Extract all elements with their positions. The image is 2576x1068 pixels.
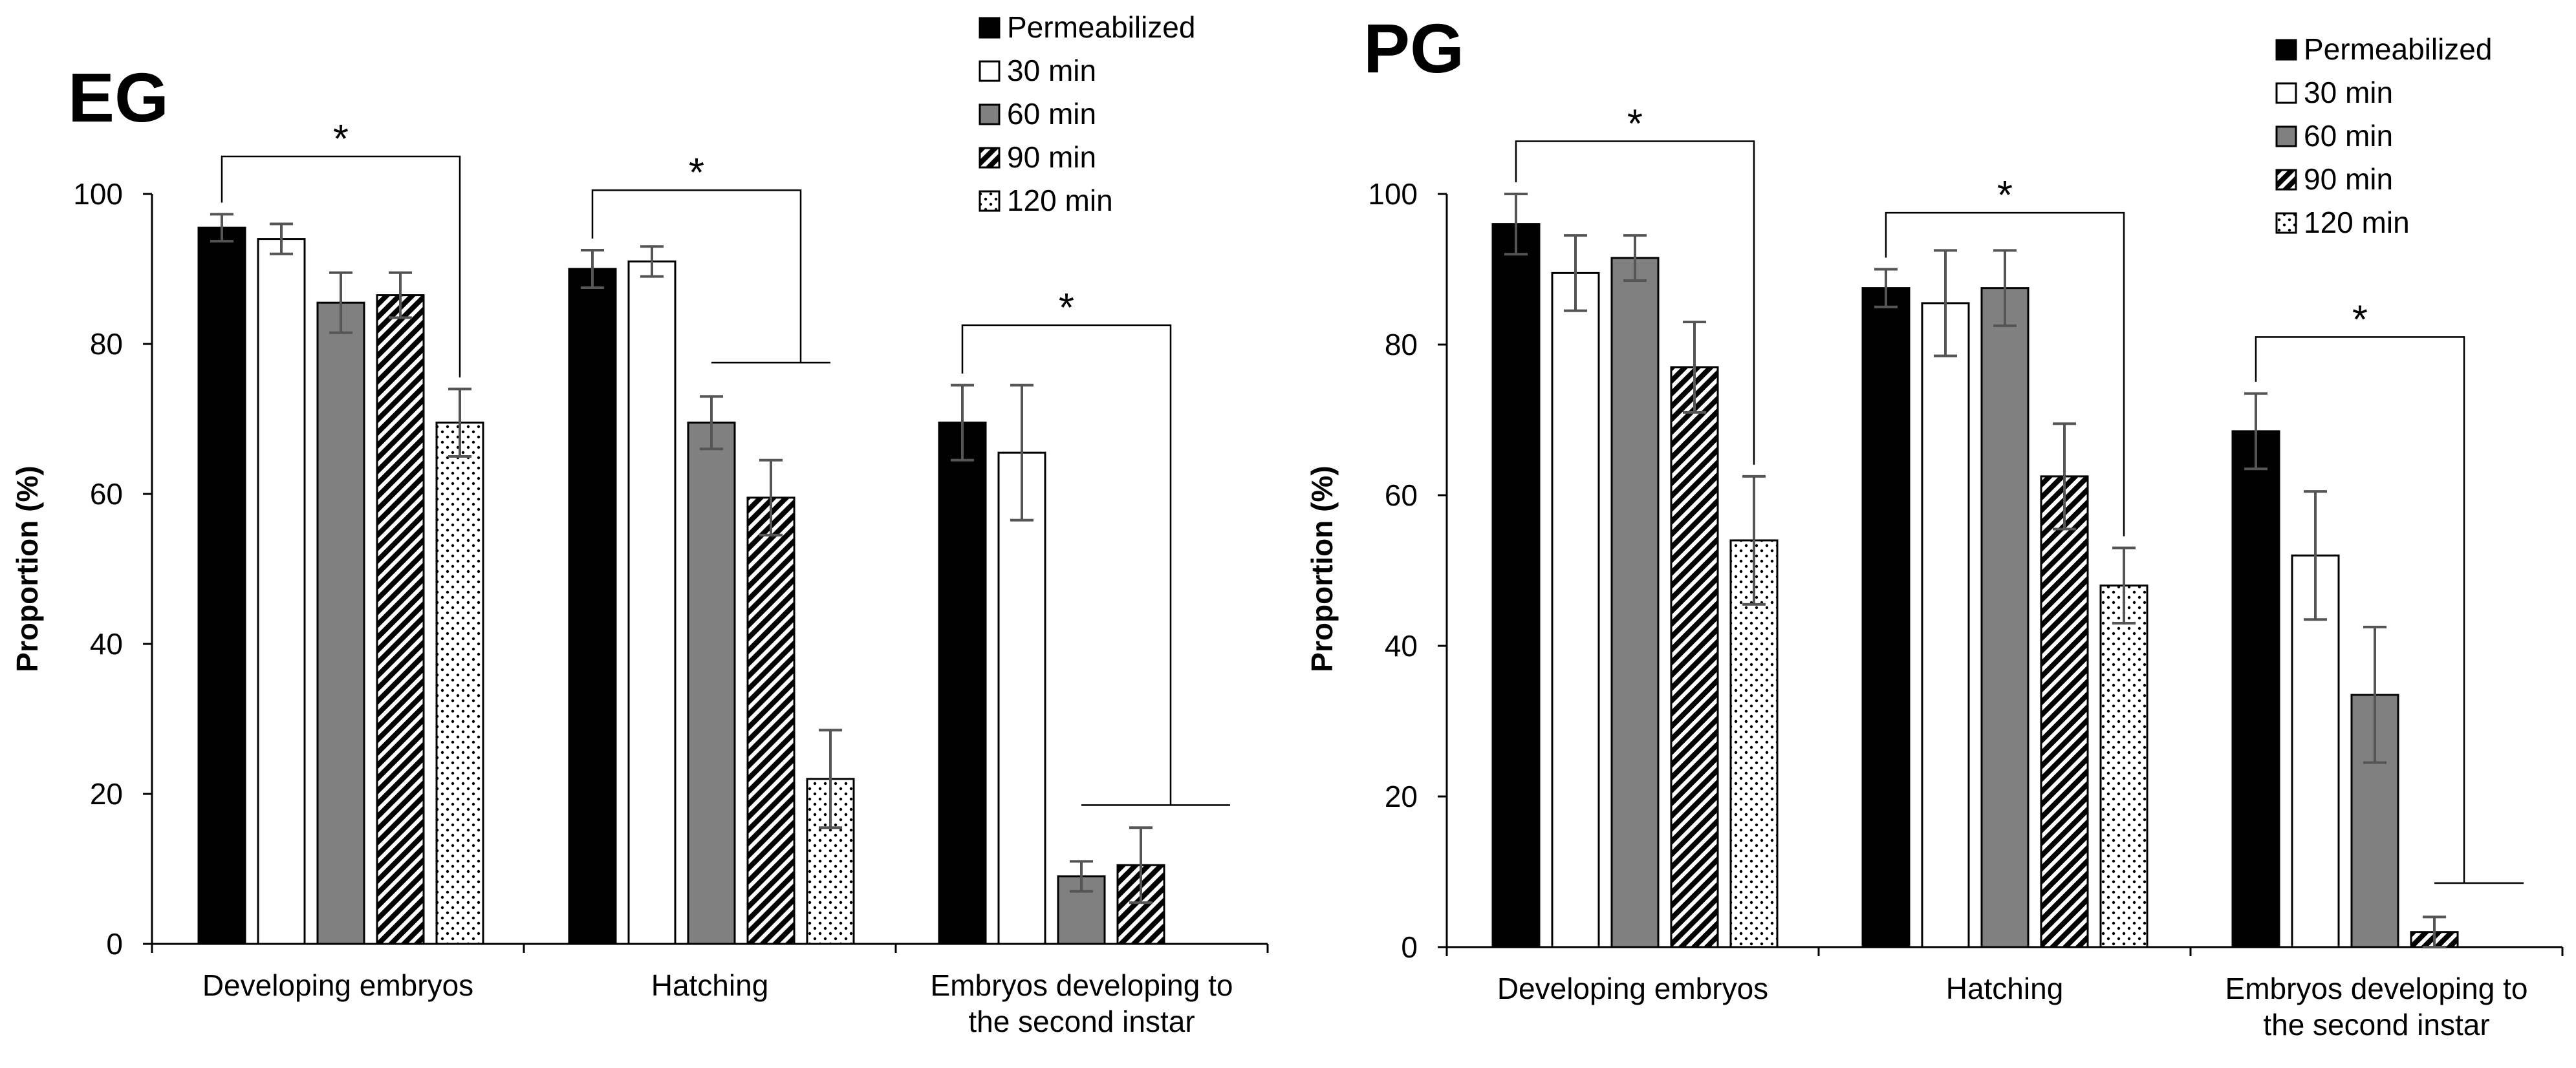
bar — [435, 422, 484, 945]
y-tick-label: 20 — [1385, 780, 1418, 813]
legend-swatch — [979, 60, 1001, 82]
legend-label: 30 min — [1007, 54, 1096, 87]
significance-bracket — [1515, 140, 1755, 465]
bar — [997, 451, 1046, 945]
bar — [627, 260, 676, 945]
bar — [746, 497, 796, 945]
y-tick-label: 20 — [90, 777, 123, 811]
bar — [1610, 257, 1660, 948]
x-tick-label: the second instar — [968, 1005, 1195, 1038]
significance-bracket — [961, 324, 1172, 806]
y-tick-label: 60 — [1385, 478, 1418, 512]
legend-label: 120 min — [2304, 206, 2410, 239]
legend-swatch — [2275, 82, 2297, 104]
legend-swatch — [2275, 39, 2297, 61]
legend-label: 60 min — [2304, 119, 2393, 153]
legend-label: 120 min — [1007, 184, 1113, 217]
bar — [2040, 475, 2089, 948]
bar — [376, 294, 425, 945]
legend-swatch — [979, 190, 1001, 212]
significance-marker: * — [333, 117, 349, 162]
y-tick-label: 100 — [1368, 177, 1418, 211]
chart-panel-eg: EG 0 20 40 60 80 100 Proportion (%) Developing e… — [10, 10, 1269, 1038]
legend-swatch — [979, 103, 1001, 125]
legend-swatch — [979, 17, 1001, 39]
bar — [1921, 302, 1970, 948]
y-tick-label: 40 — [90, 627, 123, 661]
bar — [1861, 287, 1910, 948]
chart-panel-pg: PG 0 20 40 60 80 100 Proportion (%) Developing e… — [1305, 9, 2564, 1041]
x-tick-label: Hatching — [1946, 972, 2064, 1005]
legend-swatch — [2275, 125, 2297, 147]
bar — [1729, 539, 1779, 948]
legend-swatch — [2275, 212, 2297, 234]
bar — [1551, 272, 1600, 948]
bar — [2099, 584, 2148, 948]
legend-label: 60 min — [1007, 97, 1096, 131]
legend-label: Permeabilized — [1007, 10, 1195, 44]
y-tick-label: 0 — [1401, 930, 1418, 964]
legend-label: 30 min — [2304, 76, 2393, 109]
y-tick-label: 60 — [90, 477, 123, 511]
significance-marker: * — [689, 151, 704, 195]
significance-marker: * — [1059, 286, 1074, 330]
x-tick-label: Developing embryos — [202, 968, 473, 1002]
significance-bracket — [591, 189, 802, 363]
y-axis-label: Proportion (%) — [10, 465, 44, 672]
y-tick-label: 80 — [1385, 328, 1418, 361]
x-tick-label: the second instar — [2263, 1008, 2489, 1041]
bar — [316, 301, 365, 945]
y-tick-label: 100 — [73, 177, 123, 211]
legend-swatch — [2275, 169, 2297, 191]
bar — [197, 226, 246, 945]
bar — [568, 268, 617, 945]
panel-label: EG — [68, 58, 169, 136]
x-tick-label: Hatching — [651, 968, 769, 1002]
significance-marker: * — [2352, 297, 2368, 342]
legend-label: 90 min — [1007, 140, 1096, 174]
bar — [1670, 366, 1719, 948]
x-tick-label: Embryos developing to — [931, 968, 1233, 1002]
panel-label: PG — [1363, 9, 1464, 87]
significance-bracket — [2255, 336, 2465, 883]
legend-swatch — [979, 147, 1001, 169]
legend-label: Permeabilized — [2304, 32, 2492, 66]
y-tick-label: 0 — [106, 927, 123, 961]
y-tick-label: 40 — [1385, 629, 1418, 663]
bar — [2231, 430, 2280, 948]
legend-label: 90 min — [2304, 162, 2393, 196]
significance-marker: * — [1627, 101, 1643, 146]
bar — [938, 422, 987, 945]
bar — [257, 238, 306, 945]
significance-bracket — [1885, 211, 2125, 537]
significance-bracket — [221, 155, 461, 378]
y-axis-label: Proportion (%) — [1305, 465, 1339, 672]
significance-marker: * — [1997, 173, 2013, 218]
bar — [1491, 223, 1541, 948]
bar — [1980, 287, 2029, 948]
x-tick-label: Developing embryos — [1497, 972, 1768, 1005]
bar — [687, 422, 736, 945]
y-tick-label: 80 — [90, 327, 123, 361]
x-tick-label: Embryos developing to — [2225, 972, 2528, 1005]
